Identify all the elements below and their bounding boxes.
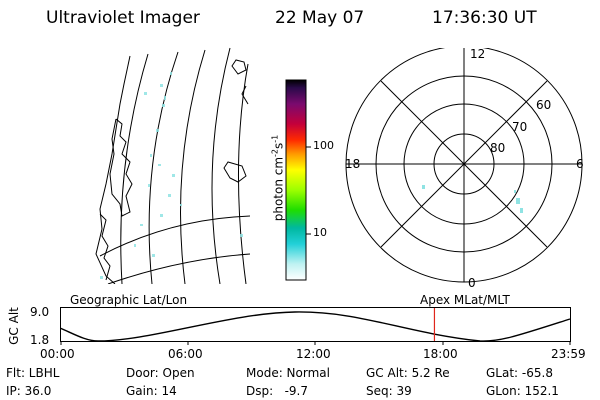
unit-s: s xyxy=(271,142,286,149)
unit-photon-cm: photon cm xyxy=(271,156,286,222)
door-info: Door: Open xyxy=(126,366,195,380)
glat-info: GLat: -65.8 xyxy=(486,366,553,380)
instrument-title: Ultraviolet Imager xyxy=(46,8,200,28)
meridian-line xyxy=(120,53,149,284)
timeline-xtick-1800: 18:00 xyxy=(423,347,458,361)
timeline-ytick-max: 9.0 xyxy=(30,305,50,319)
gc-alt-info: GC Alt: 5.2 Re xyxy=(366,366,450,380)
unit-exp-2: -1 xyxy=(270,134,280,143)
filter-info: Flt: LBHL xyxy=(6,366,60,380)
timeline-xtick-0600: 06:00 xyxy=(168,347,203,361)
meridian-line xyxy=(211,47,231,284)
orbit-altitude-curve xyxy=(60,311,571,342)
coastline xyxy=(241,85,249,105)
mlt-label-18: 18 xyxy=(345,157,361,171)
meridian-line xyxy=(180,49,206,284)
time-label: 17:36:30 UT xyxy=(432,8,537,28)
geographic-map xyxy=(95,47,250,284)
colorbar-tick-10: 10 xyxy=(313,226,327,239)
mlat-label-80: 80 xyxy=(490,141,506,155)
timeline-xtick-0000: 00:00 xyxy=(40,347,75,361)
coastline xyxy=(95,55,131,284)
geographic-grid-label: Geographic Lat/Lon xyxy=(70,293,188,307)
mlt-label-12: 12 xyxy=(470,47,486,61)
ip-info: IP: 36.0 xyxy=(6,384,52,398)
coastline xyxy=(109,118,133,217)
polar-mlt-plot xyxy=(345,48,583,283)
glon-info: GLon: 152.1 xyxy=(486,384,559,398)
apex-grid-label: Apex MLat/MLT xyxy=(420,293,510,307)
island-outline xyxy=(223,161,247,183)
colorbar-unit-label: photon cm-2s-1 xyxy=(271,135,286,222)
uv-emission-speckles xyxy=(100,72,243,279)
timeline-xtick-1200: 12:00 xyxy=(296,347,331,361)
color-bar-gradient xyxy=(285,79,307,281)
mlat-label-70: 70 xyxy=(512,120,528,134)
orbit-timeline-plot xyxy=(60,307,571,345)
parallel-line xyxy=(99,215,250,257)
mlt-label-0: 0 xyxy=(468,276,476,290)
timeline-ytick-min: 1.8 xyxy=(30,333,50,347)
mode-info: Mode: Normal xyxy=(246,366,330,380)
seq-info: Seq: 39 xyxy=(366,384,412,398)
coastline xyxy=(99,213,111,281)
unit-exp-1: -2 xyxy=(270,148,280,157)
island-outline xyxy=(231,59,247,75)
dsp-info: Dsp: -9.7 xyxy=(246,384,309,398)
meridian-line xyxy=(148,51,179,284)
gain-info: Gain: 14 xyxy=(126,384,177,398)
date-label: 22 May 07 xyxy=(275,8,365,28)
mlt-diagonal xyxy=(380,80,548,248)
color-bar xyxy=(285,79,311,281)
timeline-ylabel: GC Alt xyxy=(7,307,21,345)
parallel-line xyxy=(107,253,250,284)
timeline-xtick-2359: 23:59 xyxy=(551,347,586,361)
colorbar-tick-100: 100 xyxy=(313,139,334,152)
polar-uv-speckles xyxy=(422,185,523,213)
mlat-label-60: 60 xyxy=(536,98,552,112)
mlt-label-6: 6 xyxy=(576,157,584,171)
